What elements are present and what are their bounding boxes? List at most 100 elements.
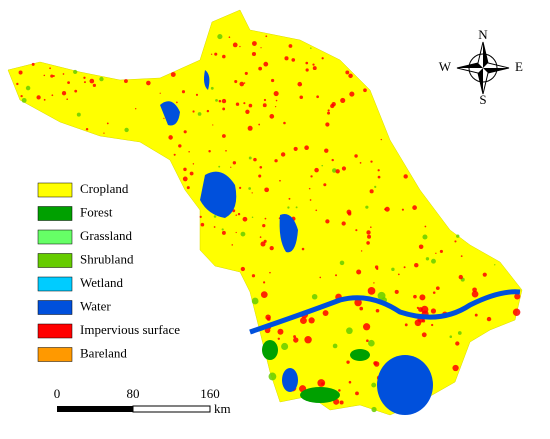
urban-patch (354, 298, 362, 307)
urban-patch (242, 216, 248, 222)
urban-patch (258, 123, 261, 126)
urban-patch (421, 319, 426, 323)
lake (282, 368, 298, 392)
urban-patch (370, 160, 373, 163)
urban-patch (374, 265, 379, 269)
urban-patch (277, 337, 280, 340)
urban-patch (225, 149, 227, 152)
urban-patch (347, 211, 352, 216)
urban-patch (424, 225, 427, 228)
urban-patch (274, 106, 277, 108)
urban-patch (176, 101, 178, 104)
urban-patch (332, 168, 337, 173)
urban-patch (192, 163, 195, 165)
urban-patch (373, 361, 380, 367)
legend-label: Grassland (80, 228, 132, 243)
urban-patch (208, 149, 211, 153)
urban-patch (21, 97, 27, 103)
urban-patch (339, 260, 345, 266)
urban-patch (230, 166, 232, 168)
urban-patch (197, 112, 202, 116)
urban-patch (266, 317, 271, 321)
urban-patch (327, 109, 330, 112)
urban-patch (366, 241, 370, 245)
urban-patch (293, 146, 298, 151)
urban-patch (178, 144, 182, 148)
compass-rose (478, 68, 483, 94)
urban-patch (206, 109, 210, 113)
urban-patch (430, 308, 437, 314)
urban-patch (377, 169, 380, 172)
legend-swatch (37, 347, 73, 362)
urban-patch (251, 51, 257, 57)
urban-patch (418, 307, 423, 313)
urban-patch (251, 274, 256, 278)
compass-ring (468, 53, 498, 83)
lake (204, 70, 210, 90)
compass-n: N (478, 27, 488, 42)
urban-patch (305, 61, 309, 65)
lake (279, 214, 298, 253)
urban-patch (365, 205, 369, 209)
urban-patch (103, 132, 105, 134)
urban-patch (76, 112, 81, 117)
urban-patch (288, 197, 291, 200)
urban-patch (308, 317, 315, 324)
urban-patch (305, 68, 309, 72)
urban-patch (284, 56, 289, 61)
urban-patch (449, 335, 453, 338)
urban-patch (482, 272, 487, 277)
urban-patch (457, 331, 462, 335)
urban-patch (245, 109, 250, 114)
urban-patch (360, 250, 363, 252)
urban-patch (321, 57, 324, 60)
scale-segment (132, 405, 211, 413)
urban-patch (287, 206, 290, 209)
urban-patch (377, 175, 381, 179)
urban-patch (243, 82, 246, 84)
land-area (7, 9, 523, 416)
urban-patch (311, 293, 318, 300)
urban-patch (260, 241, 266, 247)
urban-patch (288, 44, 293, 48)
urban-patch (215, 99, 218, 102)
urban-patch (359, 161, 362, 164)
urban-patch (371, 382, 377, 388)
urban-patch (99, 76, 104, 82)
compass-w: W (439, 59, 452, 74)
urban-patch (258, 174, 262, 178)
urban-patch (325, 122, 330, 127)
legend-swatch (37, 323, 73, 339)
urban-patch (308, 187, 311, 190)
urban-patch (439, 249, 443, 253)
urban-patch (89, 78, 95, 84)
urban-patch (293, 335, 296, 338)
legend-swatch (37, 276, 73, 292)
urban-patch (403, 266, 406, 269)
urban-patch (248, 156, 252, 160)
urban-patch (235, 214, 238, 216)
lake (160, 101, 180, 126)
urban-patch (391, 267, 395, 272)
urban-patch (332, 343, 338, 349)
urban-patch (340, 97, 346, 104)
urban-patch (264, 217, 267, 220)
legend-label: Water (80, 298, 111, 313)
urban-patch (163, 117, 165, 120)
urban-patch (213, 226, 216, 228)
urban-patch (375, 308, 380, 313)
forest-patch (262, 340, 278, 360)
urban-patch (348, 73, 353, 79)
urban-patch (50, 74, 54, 78)
scale-label: 0 (54, 386, 61, 401)
urban-patch (401, 208, 404, 211)
urban-patch (321, 164, 324, 167)
urban-patch (300, 317, 307, 325)
urban-patch (324, 148, 329, 153)
urban-patch (231, 244, 234, 246)
urban-patch (370, 226, 372, 228)
urban-patch (173, 153, 176, 156)
urban-patch (419, 294, 426, 301)
urban-patch (262, 281, 266, 284)
legend-swatch (37, 253, 73, 268)
